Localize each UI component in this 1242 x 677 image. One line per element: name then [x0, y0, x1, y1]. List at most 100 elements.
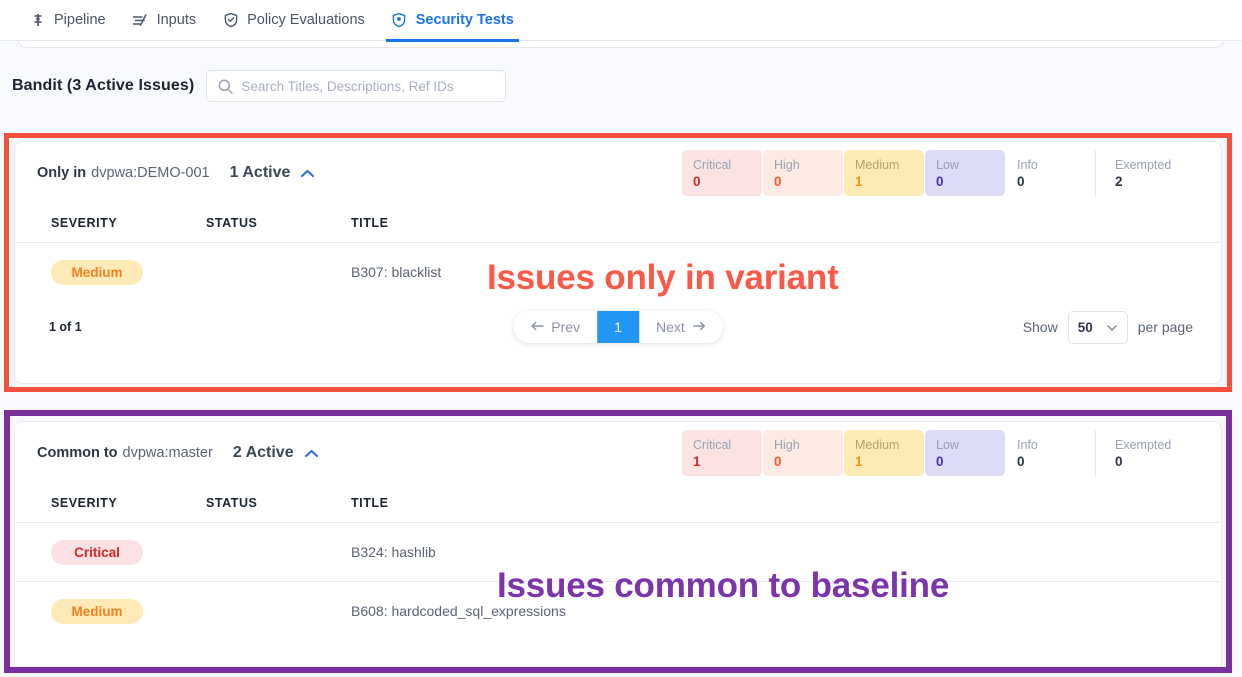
cell-severity: Medium	[51, 259, 206, 285]
scope-label: Only in	[37, 165, 87, 181]
severity-summary-medium[interactable]: Medium 1	[844, 430, 924, 476]
severity-summary-exempted[interactable]: Exempted 0	[1104, 430, 1184, 476]
severity-summary-medium-count: 1	[855, 453, 863, 469]
table-row[interactable]: Medium B307: blacklist	[15, 242, 1221, 301]
severity-summary-info-count: 0	[1017, 453, 1025, 469]
cell-title[interactable]: B324: hashlib	[351, 544, 436, 560]
severity-summary-info[interactable]: Info 0	[1006, 430, 1086, 476]
severity-summary-critical-label: Critical	[693, 437, 732, 452]
table-row[interactable]: Medium B608: hardcoded_sql_expressions	[15, 581, 1221, 640]
arrow-right-icon	[692, 319, 706, 335]
pagination-count: 1 of 1	[49, 320, 82, 334]
chevron-down-icon	[1106, 320, 1118, 335]
annotation-label-common-baseline: Issues common to baseline	[497, 566, 950, 605]
severity-summary-medium[interactable]: Medium 1	[844, 150, 924, 196]
column-header-status: STATUS	[206, 496, 258, 510]
search-input[interactable]	[241, 72, 497, 100]
column-header-severity: SEVERITY	[51, 496, 118, 510]
severity-summary-low[interactable]: Low 0	[925, 150, 1005, 196]
severity-summary-high[interactable]: High 0	[763, 150, 843, 196]
tab-policy-evaluations-label: Policy Evaluations	[247, 12, 365, 28]
page-size-control: Show 50 per page	[1022, 310, 1193, 344]
variant-only-panel: Only in dvpwa:DEMO-001 1 Active Critical…	[14, 141, 1222, 384]
bandit-header-row: Bandit (3 Active Issues)	[0, 66, 1242, 106]
severity-summary-divider	[1095, 150, 1096, 196]
status-badge: Critical	[51, 539, 143, 565]
tab-inputs[interactable]: Inputs	[119, 0, 210, 41]
severity-summary-critical-count: 1	[693, 453, 701, 469]
common-baseline-panel: Common to dvpwa:master 2 Active Critical…	[14, 421, 1222, 673]
pipeline-icon	[29, 12, 46, 29]
cell-severity: Critical	[51, 539, 206, 565]
tab-pipeline-label: Pipeline	[54, 12, 106, 28]
column-header-title: TITLE	[351, 216, 389, 230]
show-label: Show	[1022, 319, 1058, 335]
severity-summary-low-label: Low	[936, 437, 959, 452]
cell-severity: Medium	[51, 598, 206, 624]
severity-summary-high-label: High	[774, 437, 800, 452]
cell-title[interactable]: B307: blacklist	[351, 264, 442, 280]
severity-summary-low-label: Low	[936, 157, 959, 172]
scope-value: dvpwa:master	[122, 445, 213, 461]
severity-summary-exempted[interactable]: Exempted 2	[1104, 150, 1184, 196]
severity-summary-high[interactable]: High 0	[763, 430, 843, 476]
column-header-status: STATUS	[206, 216, 258, 230]
chevron-up-icon[interactable]	[303, 447, 320, 460]
active-count: 1 Active	[229, 164, 291, 181]
scope-label: Common to	[37, 445, 118, 461]
cell-title[interactable]: B608: hardcoded_sql_expressions	[351, 603, 566, 619]
page-size-value: 50	[1077, 319, 1093, 335]
severity-summary-low[interactable]: Low 0	[925, 430, 1005, 476]
severity-summary-high-count: 0	[774, 453, 782, 469]
page-number-1[interactable]: 1	[597, 311, 639, 343]
severity-summary-medium-count: 1	[855, 173, 863, 189]
severity-summary-exempted-count: 2	[1115, 173, 1123, 189]
severity-summary-exempted-label: Exempted	[1115, 157, 1172, 172]
inputs-icon	[132, 12, 149, 29]
severity-summary-critical-label: Critical	[693, 157, 732, 172]
issues-table-header: SEVERITY STATUS TITLE	[15, 484, 1221, 522]
severity-summary: Critical 0 High 0 Medium 1 Low 0 Info	[682, 150, 1215, 196]
severity-summary-exempted-label: Exempted	[1115, 437, 1172, 452]
column-header-severity: SEVERITY	[51, 216, 118, 230]
severity-summary-critical[interactable]: Critical 0	[682, 150, 762, 196]
severity-summary-info-label: Info	[1017, 437, 1038, 452]
severity-summary-medium-label: Medium	[855, 437, 900, 452]
column-header-title: TITLE	[351, 496, 389, 510]
search-box[interactable]	[206, 70, 507, 102]
active-count: 2 Active	[232, 444, 294, 461]
severity-summary-high-label: High	[774, 157, 800, 172]
severity-summary-info[interactable]: Info 0	[1006, 150, 1086, 196]
scope-value: dvpwa:DEMO-001	[91, 165, 210, 181]
prev-page-button[interactable]: Prev	[513, 311, 597, 343]
pager: Prev 1 Next	[513, 311, 723, 343]
severity-summary-divider	[1095, 430, 1096, 476]
tab-inputs-label: Inputs	[156, 12, 197, 28]
status-badge: Medium	[51, 259, 143, 285]
tab-security-tests[interactable]: Security Tests	[378, 0, 527, 42]
status-badge: Medium	[51, 598, 143, 624]
annotation-label-variant-only: Issues only in variant	[487, 258, 839, 297]
common-baseline-panel-header: Common to dvpwa:master 2 Active Critical…	[15, 422, 1221, 484]
tab-pipeline[interactable]: Pipeline	[16, 0, 119, 41]
severity-summary-critical-count: 0	[693, 173, 701, 189]
page-size-select[interactable]: 50	[1067, 310, 1128, 344]
severity-summary-critical[interactable]: Critical 1	[682, 430, 762, 476]
severity-summary-tail-spacer	[1185, 150, 1215, 196]
per-page-label: per page	[1137, 319, 1193, 335]
issues-table-header: SEVERITY STATUS TITLE	[15, 204, 1221, 242]
table-row[interactable]: Critical B324: hashlib	[15, 522, 1221, 581]
arrow-left-icon	[530, 319, 544, 335]
search-icon	[217, 78, 234, 100]
page-title: Bandit (3 Active Issues)	[12, 77, 195, 94]
severity-summary-info-count: 0	[1017, 173, 1025, 189]
tab-policy-evaluations[interactable]: Policy Evaluations	[209, 0, 378, 41]
severity-summary-low-count: 0	[936, 453, 944, 469]
shield-icon	[391, 12, 408, 29]
chevron-up-icon[interactable]	[299, 167, 316, 180]
severity-summary-medium-label: Medium	[855, 157, 900, 172]
severity-summary: Critical 1 High 0 Medium 1 Low 0 Info	[682, 430, 1215, 476]
next-page-button[interactable]: Next	[639, 311, 723, 343]
severity-summary-high-count: 0	[774, 173, 782, 189]
